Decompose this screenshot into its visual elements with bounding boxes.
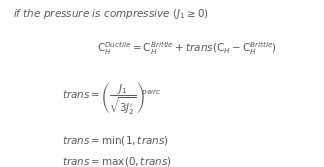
Text: $\mathit{trans} = \mathrm{max}(0, \mathit{trans})$: $\mathit{trans} = \mathrm{max}(0, \mathi…	[62, 155, 171, 167]
Text: $\mathit{if\ the\ pressure\ is\ compressive}\ (J_1 \geq 0)$: $\mathit{if\ the\ pressure\ is\ compress…	[13, 7, 209, 21]
Text: $\mathrm{C}_H^{\mathit{Ductile}} = \mathrm{C}_H^{\mathit{Brittle}} + \mathit{tra: $\mathrm{C}_H^{\mathit{Ductile}} = \math…	[97, 40, 277, 57]
Text: $\mathit{trans} = \mathrm{min}(1, \mathit{trans})$: $\mathit{trans} = \mathrm{min}(1, \mathi…	[62, 134, 168, 147]
Text: $\mathit{trans} = \left(\dfrac{J_1}{\sqrt{3J_2^{\prime}}}\right)^{\!\!\mathit{pw: $\mathit{trans} = \left(\dfrac{J_1}{\sqr…	[62, 80, 161, 117]
